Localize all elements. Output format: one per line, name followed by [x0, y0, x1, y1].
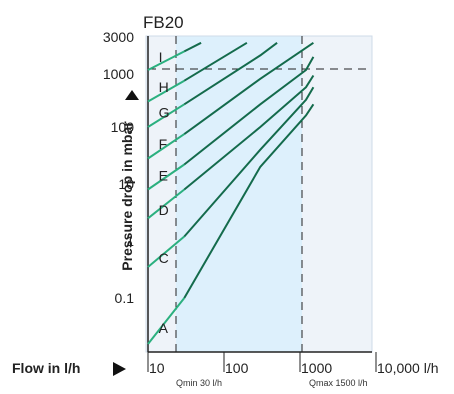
- series-F-line: [183, 41, 314, 135]
- series-G-label: G: [159, 104, 170, 120]
- series-G-low-flow-line: [147, 103, 185, 128]
- tick-layer: 0.1 1 10 100 1000 3000 10 100 1000 10,000 l/h: [103, 29, 439, 376]
- x-tick-label: 10: [149, 360, 165, 376]
- series-D-line: [183, 74, 315, 191]
- series-C-line: [183, 86, 315, 238]
- series-I-label: I: [159, 49, 163, 65]
- y-tick-label: 1000: [103, 66, 134, 82]
- series-E-line: [183, 56, 315, 166]
- y-tick-label: 1: [126, 233, 134, 249]
- y-tick-label: 100: [111, 119, 135, 135]
- series-F-label: F: [159, 136, 168, 152]
- x-axis-title: Flow in l/h: [12, 360, 80, 376]
- chart-title: FB20: [143, 13, 184, 32]
- series-A-label: A: [159, 320, 169, 336]
- series-I-low-flow-line: [147, 50, 185, 71]
- series-E-low-flow-line: [147, 163, 185, 191]
- qmin-label: Qmin 30 l/h: [176, 378, 222, 388]
- series-layer: [147, 41, 315, 345]
- x-tick-label: 100: [225, 360, 249, 376]
- series-A-low-flow-line: [147, 297, 186, 345]
- series-H-low-flow-line: [147, 79, 185, 103]
- operating-range-band: [176, 36, 302, 352]
- x-tick-label: 1000: [301, 360, 332, 376]
- x-tick-label: 10,000 l/h: [377, 360, 439, 376]
- series-A-line: [183, 103, 315, 299]
- series-H-label: H: [159, 79, 169, 95]
- series-D-low-flow-line: [147, 188, 185, 220]
- series-G-line: [183, 42, 278, 106]
- series-E-label: E: [159, 168, 168, 184]
- qmax-label: Qmax 1500 l/h: [309, 378, 368, 388]
- series-C-low-flow-line: [147, 235, 185, 268]
- y-tick-label: 3000: [103, 29, 134, 45]
- series-D-label: D: [159, 202, 169, 218]
- series-H-line: [183, 41, 248, 82]
- y-axis-arrow-icon: [125, 90, 139, 100]
- series-F-low-flow-line: [147, 133, 185, 160]
- series-C-label: C: [159, 250, 169, 266]
- y-tick-label: 0.1: [115, 290, 135, 306]
- y-tick-label: 10: [118, 176, 134, 192]
- y-axis-title: Pressure drop in mbar: [119, 121, 135, 271]
- series-I-line: [183, 41, 202, 53]
- x-axis-arrow-icon: [113, 362, 126, 376]
